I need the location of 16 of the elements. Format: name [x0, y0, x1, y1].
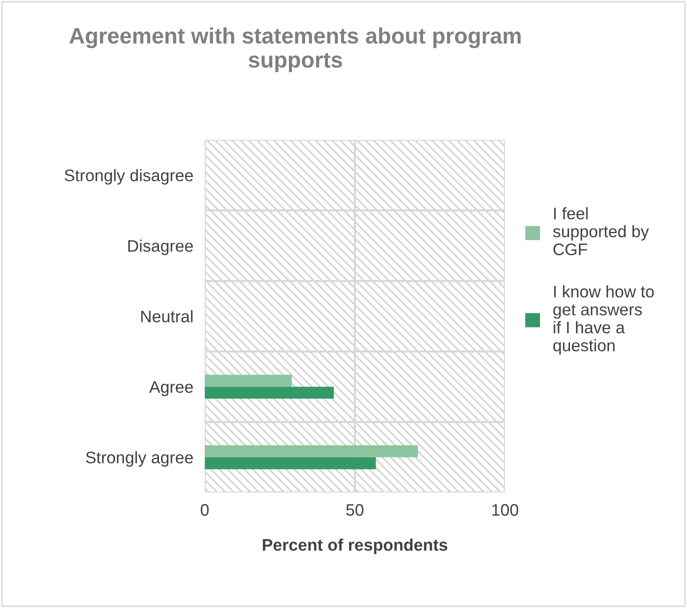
bar — [204, 386, 334, 399]
y-tick-label: Agree — [149, 381, 193, 396]
bar — [204, 457, 376, 470]
y-tick-label: Strongly disagree — [64, 169, 193, 185]
x-axis-title: Percent of respondents — [262, 538, 448, 554]
bar — [204, 445, 418, 458]
y-tick-label: Neutral — [141, 310, 193, 322]
chart-title: Agreement with statements about program supports — [69, 27, 521, 72]
y-tick-label: Disagree — [128, 240, 193, 256]
x-tick-label: 100 — [492, 504, 518, 516]
x-tick-label: 0 — [200, 504, 209, 516]
y-tick-label: Strongly agree — [86, 451, 193, 467]
legend-label: I know how to get answers if I have a question — [553, 285, 654, 355]
x-tick-label: 50 — [346, 504, 364, 516]
bar — [204, 374, 292, 387]
legend-label: I feel supported by CGF — [553, 207, 649, 256]
